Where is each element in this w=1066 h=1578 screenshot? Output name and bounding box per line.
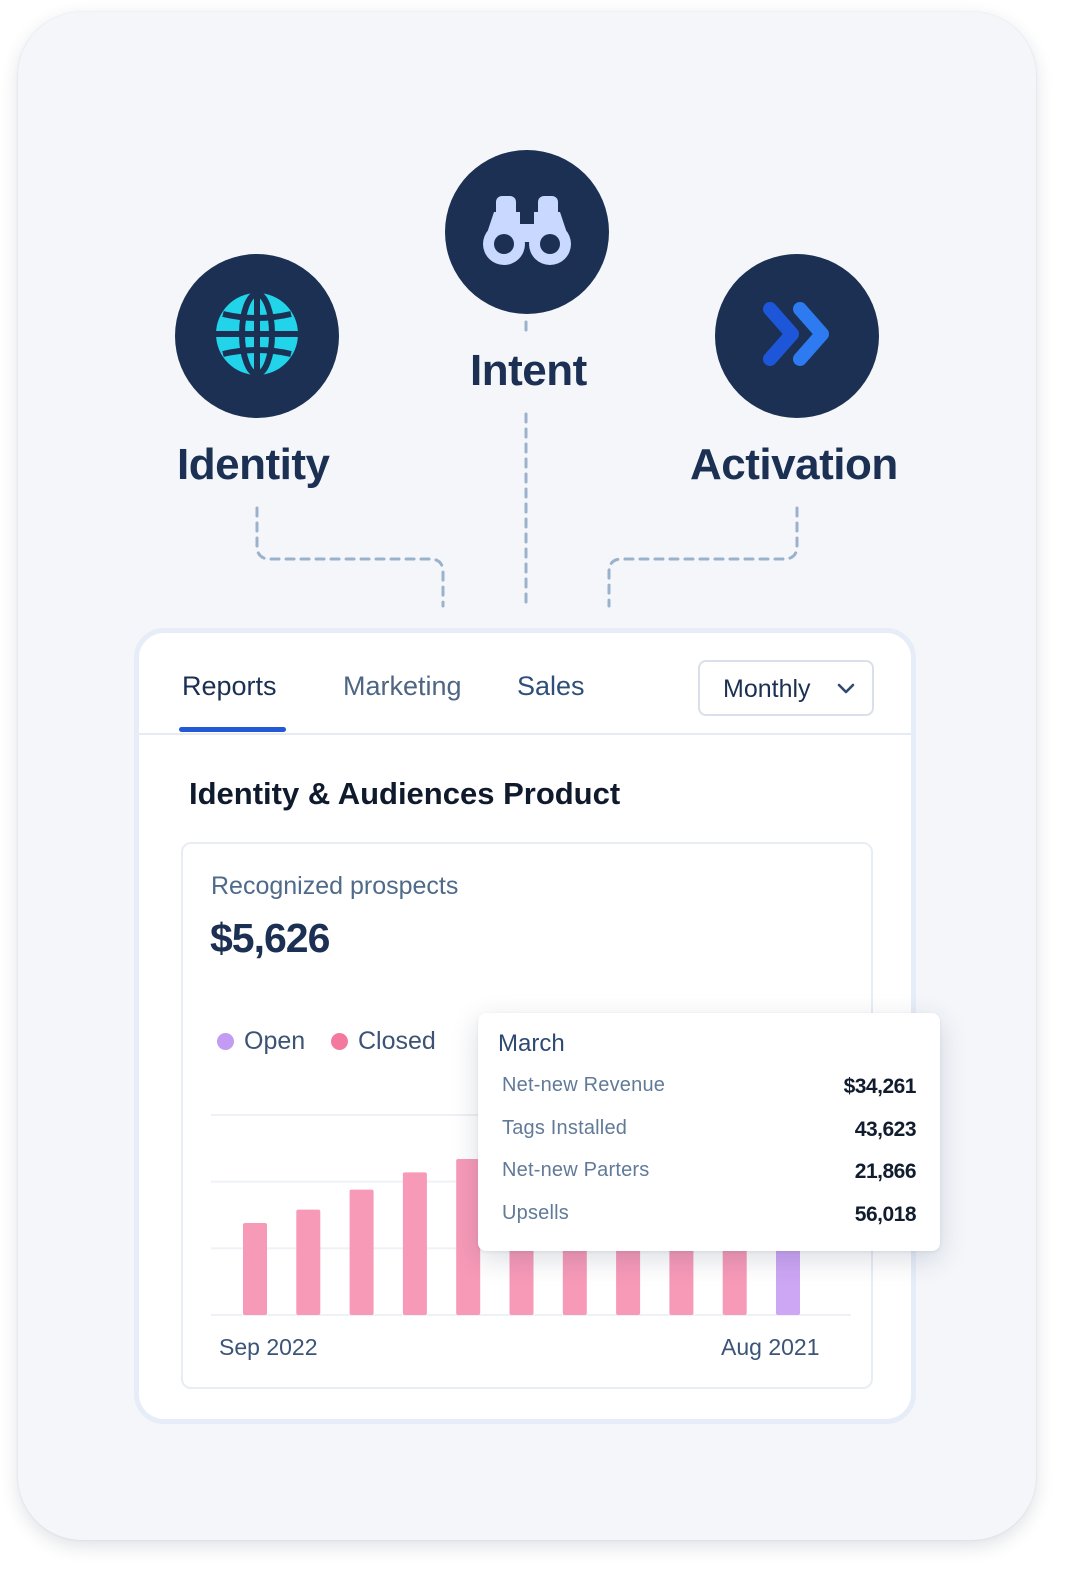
identity-node [175,254,339,418]
tooltip-row: Tags Installed 43,623 [502,1117,917,1147]
legend-label-closed: Closed [358,1027,436,1055]
activation-label: Activation [690,440,898,489]
tab-marketing[interactable]: Marketing [343,671,462,701]
chart-bar-closed[interactable] [402,1172,427,1315]
product-title: Identity & Audiences Product [189,776,621,811]
binoculars-icon [482,194,572,271]
metric-label: Recognized prospects [211,872,459,900]
chevron-down-icon [836,682,856,701]
identity-label: Identity [177,440,330,489]
tabs-divider [139,733,911,735]
tooltip-row-value: 43,623 [854,1118,917,1141]
intent-label: Intent [470,346,587,395]
chart-bar-closed[interactable] [243,1223,267,1315]
tab-reports[interactable]: Reports [182,671,277,701]
tooltip-row-label: Tags Installed [502,1117,628,1139]
chart-bar-closed[interactable] [456,1159,481,1315]
tooltip-title: March [498,1030,565,1057]
tooltip-row-label: Net-new Parters [502,1159,650,1181]
activation-node [715,254,879,418]
intent-node [445,150,609,314]
x-axis-end-label: Aug 2021 [721,1334,820,1360]
tab-sales[interactable]: Sales [517,671,585,701]
tooltip-row-value: 56,018 [854,1203,917,1226]
tooltip-row: Net-new Parters 21,866 [502,1159,917,1189]
legend-dot-closed [331,1033,348,1050]
chart-bar-closed[interactable] [296,1209,321,1315]
tooltip-row: Upsells 56,018 [502,1202,917,1232]
tooltip-row-value: $34,261 [843,1075,917,1098]
x-axis-start-label: Sep 2022 [219,1334,318,1360]
tooltip-row-label: Upsells [502,1202,569,1224]
legend-dot-open [217,1033,234,1050]
period-select-value: Monthly [723,675,811,703]
active-tab-indicator [179,727,286,732]
legend-label-open: Open [244,1027,306,1055]
legend-open: Open [217,1027,305,1056]
tooltip-row-value: 21,866 [854,1160,917,1183]
double-chevron-right-icon [760,299,834,374]
tooltip-row-label: Net-new Revenue [502,1074,666,1096]
chart-bar-closed[interactable] [349,1189,374,1315]
tooltip-row: Net-new Revenue $34,261 [502,1074,917,1104]
period-select[interactable]: Monthly [698,660,874,716]
globe-icon [214,290,300,382]
chart-tooltip: March Net-new Revenue $34,261 Tags Insta… [478,1013,940,1251]
metric-value: $5,626 [210,915,330,961]
legend-closed: Closed [331,1027,436,1056]
